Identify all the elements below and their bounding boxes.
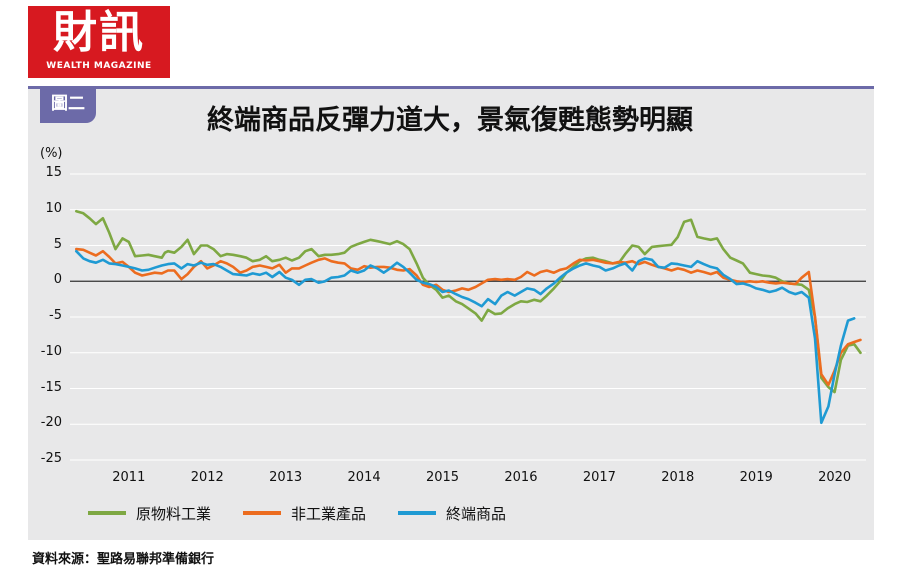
figure-tag: 圖二 (40, 89, 96, 123)
x-tick-label: 2020 (818, 470, 852, 485)
logo: 財訊 WEALTH MAGAZINE (28, 6, 170, 78)
y-tick-label: -5 (49, 308, 62, 323)
chart-panel (28, 86, 874, 540)
y-tick-label: 0 (53, 272, 62, 288)
x-tick-label: 2012 (190, 470, 224, 485)
logo-main-text: 財訊 (53, 7, 145, 58)
legend-item-terminal: 終端商品 (398, 502, 506, 524)
chart-title: 終端商品反彈力道大，景氣復甦態勢明顯 (207, 105, 693, 136)
x-tick-label: 2018 (661, 470, 695, 485)
data-source: 資料來源：聖路易聯邦準備銀行 (32, 552, 215, 567)
x-tick-label: 2019 (739, 470, 773, 485)
legend-item-nonindustrial: 非工業產品 (243, 502, 366, 524)
y-tick-label: -15 (40, 379, 62, 395)
series-line-2 (75, 249, 856, 425)
x-tick-label: 2014 (347, 470, 381, 485)
y-axis-unit: (%) (40, 146, 63, 161)
x-tick-label: 2011 (112, 470, 146, 485)
legend-swatch-raw (88, 511, 126, 515)
y-tick-label: -25 (40, 451, 62, 466)
legend-label-raw: 原物料工業 (136, 504, 212, 523)
y-tick-label: 15 (45, 165, 62, 180)
logo-sub-text: WEALTH MAGAZINE (46, 61, 152, 71)
x-tick-label: 2016 (504, 470, 538, 485)
y-tick-label: -20 (40, 415, 62, 431)
y-tick-label: 10 (45, 200, 62, 216)
series-line-0 (75, 209, 862, 394)
x-tick-label: 2017 (582, 470, 616, 485)
x-tick-label: 2013 (269, 470, 303, 485)
y-tick-label: 5 (53, 236, 62, 252)
panel-top-rule (28, 86, 874, 89)
legend-item-raw: 原物料工業 (88, 502, 211, 524)
legend-swatch-terminal (398, 511, 436, 515)
y-tick-label: -10 (40, 343, 62, 359)
legend-label-terminal: 終端商品 (446, 504, 507, 523)
x-tick-label: 2015 (425, 470, 460, 485)
legend-label-nonindustrial: 非工業產品 (291, 504, 367, 523)
legend-swatch-nonindustrial (243, 511, 281, 515)
